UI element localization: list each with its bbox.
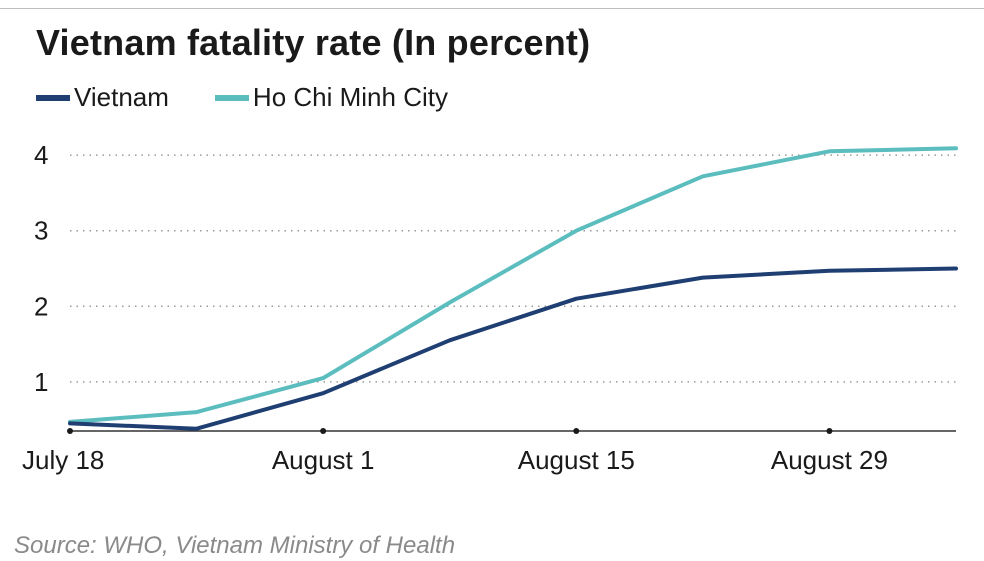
series-line-hcmc (68, 146, 958, 424)
x-tick-label: August 1 (272, 445, 375, 475)
line-chart: 1 2 3 4 July 18 August 1 August 15 August 29 (22, 140, 958, 475)
chart-title: Vietnam fatality rate (In percent) (36, 22, 591, 63)
y-tick-label: 1 (34, 367, 48, 397)
x-tick-mark (826, 428, 833, 434)
y-tick-label: 3 (34, 216, 48, 246)
top-rule (0, 8, 984, 9)
y-tick-label: 2 (34, 291, 48, 321)
x-tick-mark (573, 428, 580, 434)
source-note: Source: WHO, Vietnam Ministry of Health (14, 532, 456, 559)
series-line-vietnam (68, 266, 958, 431)
legend: Vietnam Ho Chi Minh City (36, 82, 494, 113)
x-tick-label: August 29 (771, 445, 888, 475)
y-tick-label: 4 (34, 140, 48, 170)
legend-swatch-vietnam (36, 94, 70, 101)
legend-item-vietnam: Vietnam (36, 82, 169, 113)
x-tick-label: August 15 (518, 445, 635, 475)
x-tick-label: July 18 (22, 445, 104, 475)
legend-label-hcmc: Ho Chi Minh City (252, 82, 448, 112)
x-tick-mark (320, 428, 327, 434)
legend-label-vietnam: Vietnam (74, 82, 169, 112)
legend-swatch-hcmc (214, 94, 249, 101)
legend-item-hcmc: Ho Chi Minh City (214, 82, 448, 113)
x-tick-mark (67, 428, 73, 434)
